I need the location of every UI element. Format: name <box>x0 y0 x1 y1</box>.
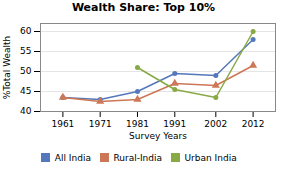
html-text:Wealth Share: Top 10%: Wealth Share: Top 10% <box>71 1 216 14</box>
svg-text:Survey Years: Survey Years <box>129 131 187 141</box>
svg-text:%Total Wealth: %Total Wealth <box>2 36 12 100</box>
html-text:Rural-India: Rural-India <box>113 152 162 163</box>
svg-text:1981: 1981 <box>126 119 149 129</box>
svg-text:60: 60 <box>20 26 32 36</box>
svg-text:1971: 1971 <box>89 119 112 129</box>
svg-text:50: 50 <box>20 66 32 76</box>
svg-text:40: 40 <box>20 106 32 116</box>
html-text:All India: All India <box>54 152 91 163</box>
svg-text:2012: 2012 <box>242 119 265 129</box>
svg-text:45: 45 <box>20 86 31 96</box>
svg-text:55: 55 <box>20 46 31 56</box>
svg-text:1991: 1991 <box>163 119 186 129</box>
svg-text:1961: 1961 <box>51 119 74 129</box>
html-text:Urban India: Urban India <box>184 152 237 163</box>
svg-text:2002: 2002 <box>204 119 227 129</box>
